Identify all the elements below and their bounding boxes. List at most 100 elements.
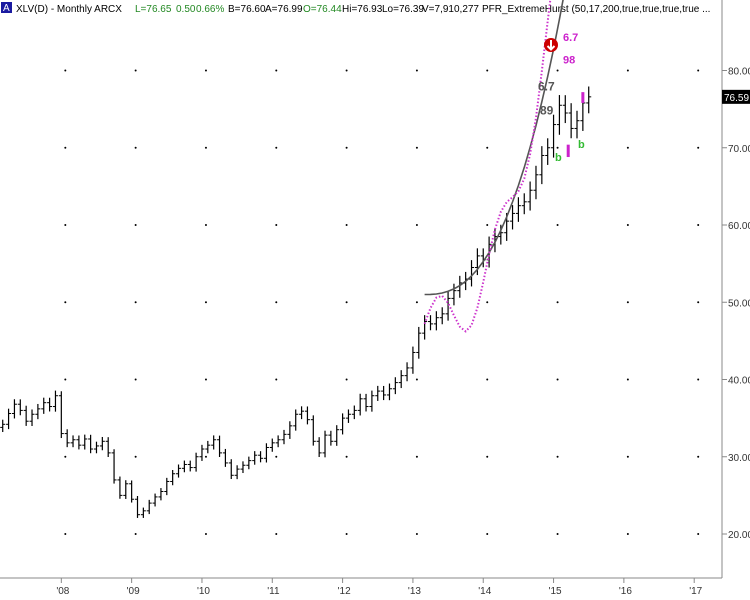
x-tick-label: '08 [56,586,69,597]
chart-header: A XLV(D) - Monthly ARCX L=76.65 0.50 0.6… [0,0,722,16]
grid-dot [556,378,559,381]
header-volume: V=7,910,277 [422,4,479,15]
grid-dot [626,378,629,381]
grid-dot [64,224,67,226]
grid-dot [275,69,278,72]
annotation-label: 98 [563,55,575,67]
grid-dot [64,301,67,304]
grid-dot [626,69,629,72]
price-bars [0,86,592,518]
annotation-label: b [578,139,585,151]
grid-dots [64,69,700,535]
annotation-label: 89 [540,104,554,118]
grid-dot [697,224,700,226]
grid-dot [556,224,559,226]
grid-dot [134,69,137,72]
grid-dot [486,224,489,226]
y-tick-label: 30.00 [728,453,750,464]
grid-dot [204,378,207,381]
y-tick-label: 60.00 [728,221,750,232]
header-change-pct: 0.66% [196,4,224,15]
y-tick-label: 40.00 [728,376,750,387]
study-overlay [423,0,585,333]
grid-dot [415,378,418,381]
grid-dot [275,378,278,381]
x-tick-label: '10 [197,586,210,597]
hurst-curve [423,0,552,333]
grid-dot [134,146,137,149]
x-tick-label: '17 [689,586,702,597]
grid-dot [697,301,700,304]
y-axis: 80.00 70.00 60.00 50.00 40.00 30.00 20.00 [722,67,750,541]
x-tick-label: '09 [127,586,140,597]
grid-dot [486,146,489,149]
grid-dot [345,378,348,381]
grid-dot [204,69,207,72]
annotations: 6.7 98 6.7 89 b b [538,32,585,164]
header-high: Hi=76.93 [342,4,383,15]
grid-dot [134,378,137,381]
x-tick-label: '12 [338,586,351,597]
grid-dot [134,533,137,535]
trend-curve [424,0,564,296]
grid-dot [626,146,629,149]
grid-dot [556,146,559,149]
last-price-tag: 76.59 [722,89,750,104]
grid-dot [486,69,489,72]
grid-dot [556,69,559,72]
grid-dot [64,533,67,535]
grid-dot [275,146,278,149]
grid-dot [486,378,489,381]
grid-dot [556,533,559,535]
grid-dot [204,146,207,149]
grid-dot [275,301,278,304]
grid-dot [345,146,348,149]
grid-dot [204,533,207,535]
grid-dot [697,69,700,72]
grid-dot [415,455,418,458]
grid-dot [134,301,137,304]
grid-dot [345,69,348,72]
grid-dot [415,301,418,304]
sell-alert-icon[interactable] [544,38,558,52]
window-icon-glyph: A [3,3,10,14]
grid-dot [556,455,559,458]
y-tick-label: 20.00 [728,530,750,541]
grid-dot [697,533,700,535]
grid-dot [64,146,67,149]
chart-window-icon[interactable] [1,2,12,13]
grid-dot [486,301,489,304]
grid-dot [415,146,418,149]
grid-dot [626,455,629,458]
header-study: PFR_ExtremeHurst (50,17,200,true,true,tr… [482,4,710,15]
y-tick-label: 50.00 [728,298,750,309]
header-change: 0.50 [176,4,196,15]
grid-dot [345,301,348,304]
header-open: O=76.44 [303,4,342,15]
annotation-label: 6.7 [563,32,578,44]
grid-dot [626,301,629,304]
header-bid: B=76.60 [228,4,266,15]
header-last: L=76.65 [135,4,172,15]
grid-dot [415,224,418,226]
grid-dot [134,224,137,226]
grid-dot [697,455,700,458]
y-tick-label: 70.00 [728,144,750,155]
grid-dot [415,69,418,72]
x-axis: '08 '09 '10 '11 '12 '13 '14 '15 '16 '17 [56,578,703,597]
grid-dot [345,224,348,226]
header-ask: A=76.99 [265,4,303,15]
x-tick-label: '14 [478,586,491,597]
header-low: Lo=76.39 [382,4,424,15]
annotation-label: 6.7 [538,80,555,94]
grid-dot [275,455,278,458]
grid-dot [626,533,629,535]
x-tick-label: '16 [619,586,632,597]
grid-dot [345,455,348,458]
grid-dot [64,69,67,72]
annotation-label: b [555,152,562,164]
header-symbol: XLV(D) - Monthly ARCX [16,4,122,15]
x-tick-label: '15 [549,586,562,597]
x-tick-label: '13 [408,586,421,597]
